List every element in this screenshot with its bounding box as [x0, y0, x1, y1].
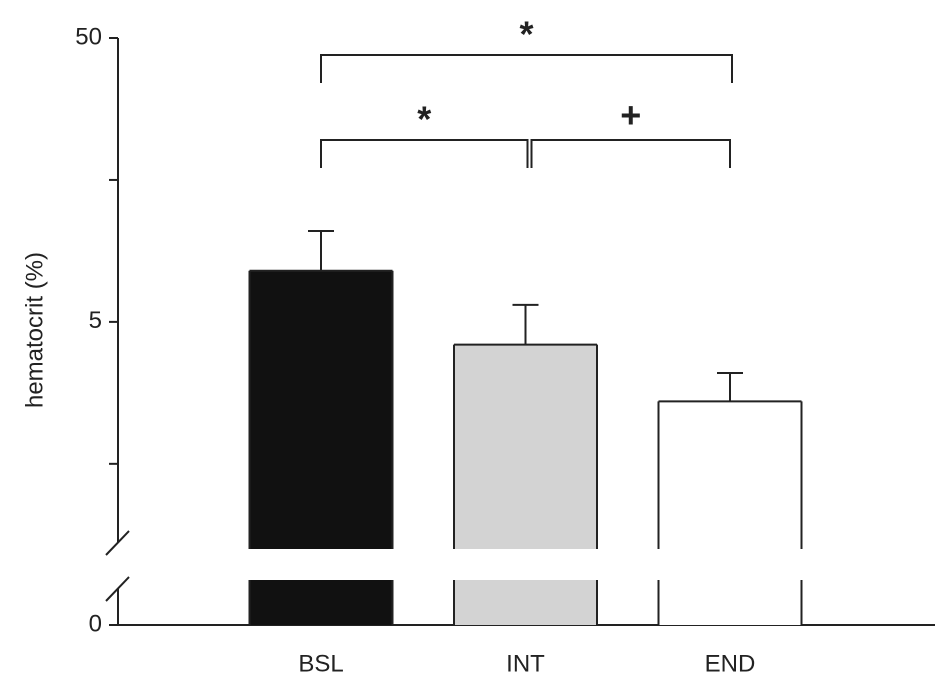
significance-label: * — [417, 99, 431, 140]
y-tick-label: 50 — [75, 23, 102, 50]
y-tick-label: 0 — [89, 610, 102, 637]
y-axis-label: hematocrit (%) — [21, 252, 48, 408]
x-tick-label: BSL — [298, 650, 343, 677]
significance-bracket — [530, 139, 731, 168]
bar-base — [454, 580, 597, 625]
x-tick-label: END — [705, 650, 756, 677]
significance-bracket — [320, 139, 529, 168]
bar — [454, 344, 597, 549]
significance-label: * — [519, 14, 533, 55]
x-tick-label: INT — [506, 650, 545, 677]
bar — [658, 401, 802, 549]
bar — [249, 270, 393, 549]
bar-base — [249, 580, 393, 625]
significance-label: + — [620, 95, 641, 136]
bar-base — [658, 580, 802, 625]
y-tick-label: 5 — [89, 307, 102, 334]
significance-bracket — [320, 54, 733, 83]
axis-break — [105, 576, 130, 602]
axis-break — [105, 530, 130, 556]
